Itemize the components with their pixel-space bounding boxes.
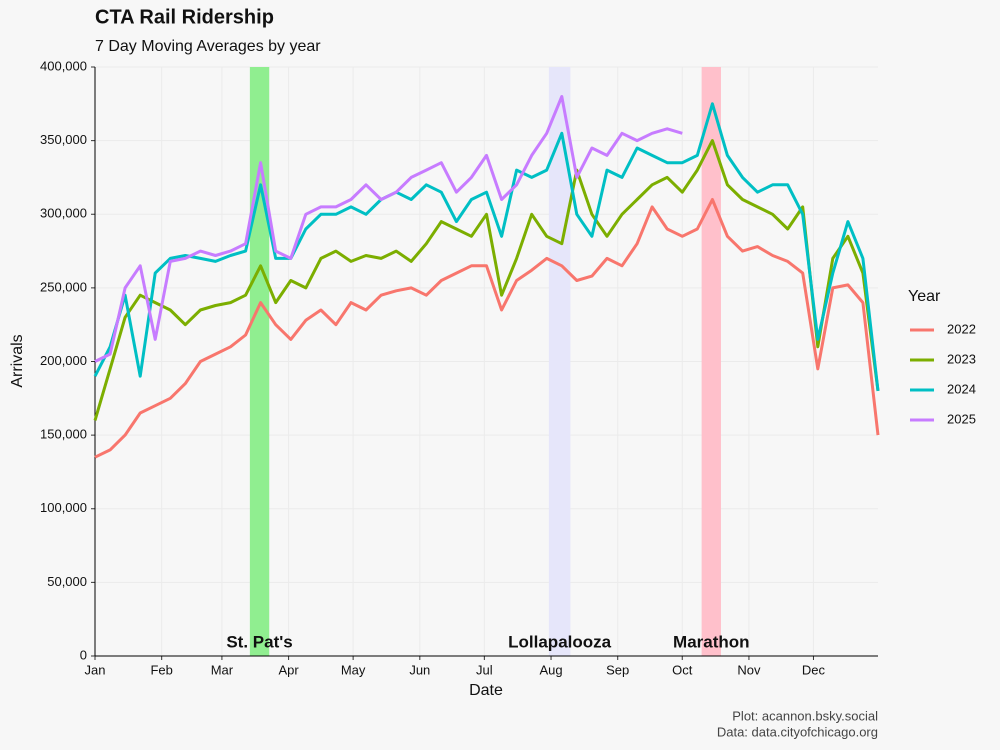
x-axis-label: Date (469, 682, 503, 699)
series-line (94, 198, 880, 459)
x-tick-label: May (341, 662, 366, 677)
x-tick-label: Jul (476, 662, 493, 677)
caption: Plot: acannon.bsky.social (732, 708, 878, 723)
x-tick-label: Apr (278, 662, 299, 677)
y-tick-label: 350,000 (40, 132, 87, 147)
chart-title: CTA Rail Ridership (95, 6, 274, 28)
event-band (249, 67, 270, 656)
caption: Data: data.cityofchicago.org (717, 724, 878, 739)
event-label: Marathon (673, 632, 750, 651)
legend-title: Year (908, 288, 941, 305)
x-tick-label: Jan (85, 662, 106, 677)
event-band (548, 67, 571, 656)
y-tick-label: 0 (80, 647, 87, 662)
legend-label: 2022 (947, 321, 976, 336)
y-tick-label: 200,000 (40, 353, 87, 368)
event-label: St. Pat's (226, 632, 292, 651)
series-line (93, 139, 880, 421)
x-tick-label: Nov (737, 662, 761, 677)
y-tick-label: 250,000 (40, 279, 87, 294)
x-tick-label: Mar (211, 662, 234, 677)
x-tick-label: Feb (150, 662, 172, 677)
series-line (94, 95, 683, 363)
y-tick-label: 50,000 (47, 574, 87, 589)
event-label: Lollapalooza (508, 632, 612, 651)
y-tick-label: 300,000 (40, 206, 87, 221)
chart-subtitle: 7 Day Moving Averages by year (95, 38, 321, 55)
y-tick-label: 100,000 (40, 500, 87, 515)
y-axis-label: Arrivals (9, 334, 26, 387)
x-tick-label: Jun (409, 662, 430, 677)
legend-label: 2024 (947, 381, 976, 396)
legend-label: 2023 (947, 351, 976, 366)
x-tick-label: Sep (606, 662, 629, 677)
x-tick-label: Oct (672, 662, 693, 677)
y-tick-label: 400,000 (40, 58, 87, 73)
x-tick-label: Dec (802, 662, 826, 677)
y-tick-label: 150,000 (40, 427, 87, 442)
series-line (93, 102, 880, 392)
x-tick-label: Aug (539, 662, 562, 677)
legend-label: 2025 (947, 411, 976, 426)
